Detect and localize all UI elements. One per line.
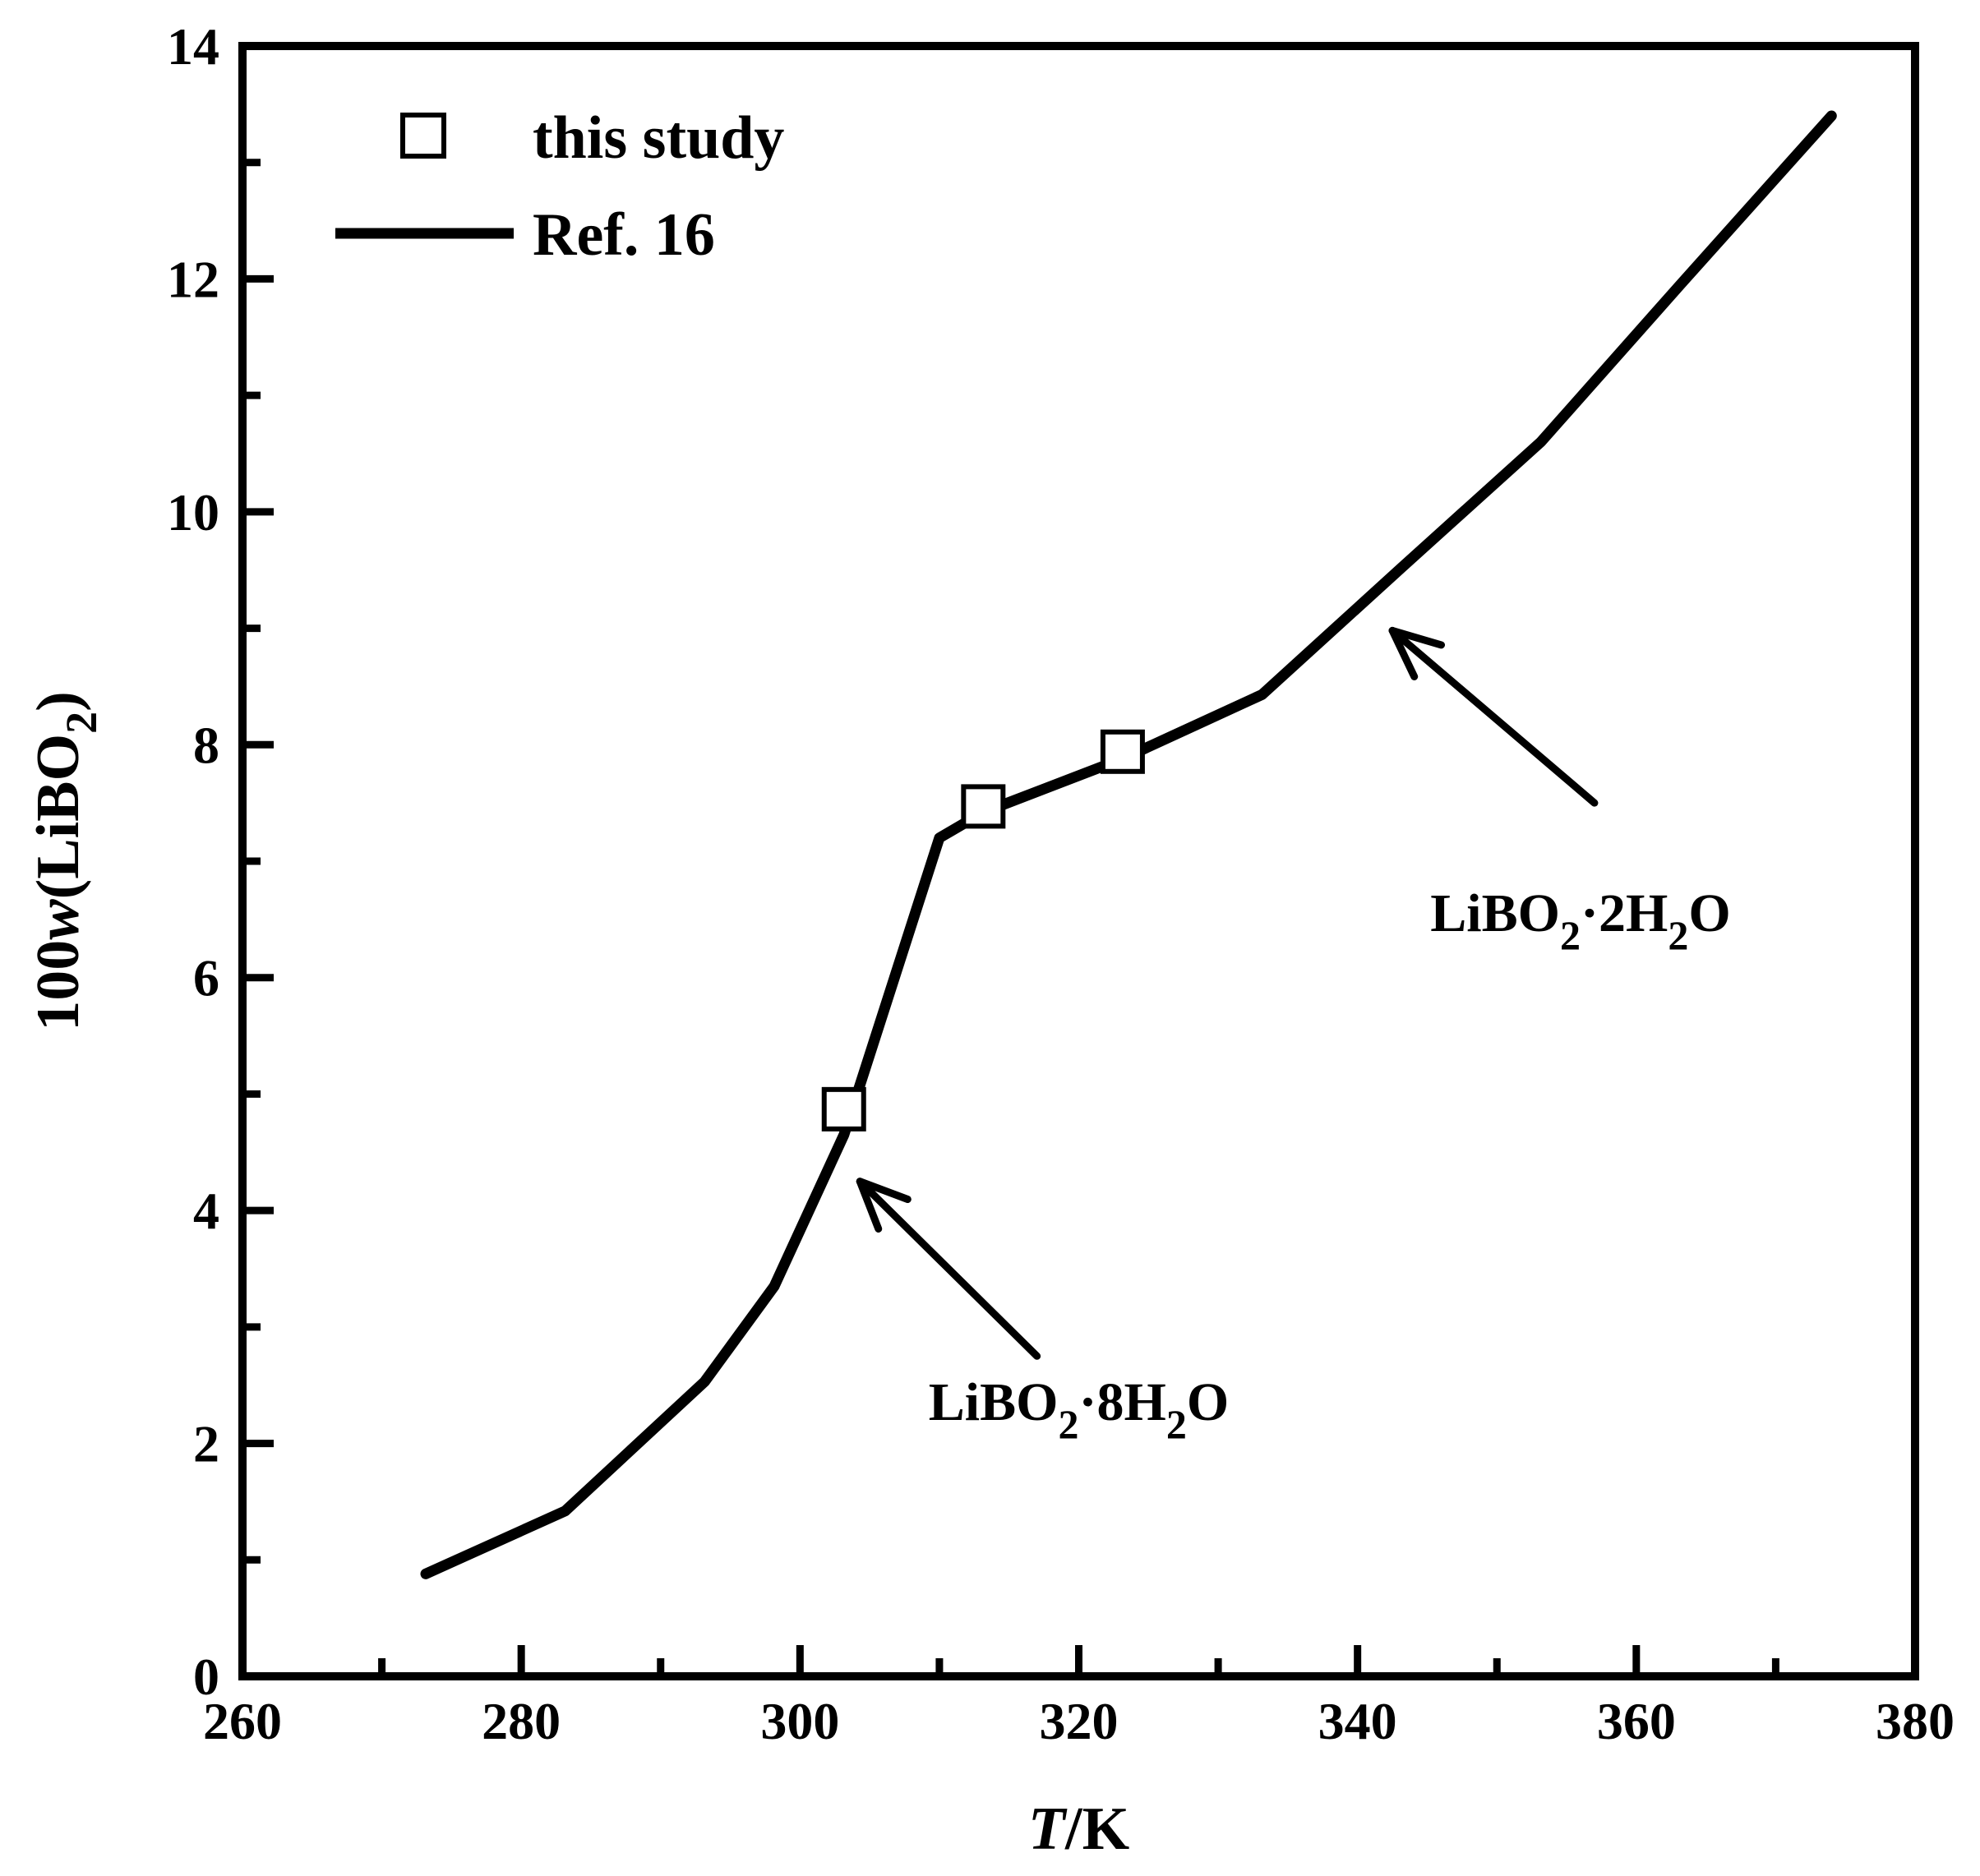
x-tick-label: 340 xyxy=(1318,1692,1397,1750)
annotation-label: LiBO2·2H2O xyxy=(1430,883,1730,958)
annotation-arrow xyxy=(1388,626,1599,807)
this-study-point xyxy=(821,1086,866,1132)
y-tick-label: 4 xyxy=(193,1182,219,1240)
y-tick-label: 6 xyxy=(193,949,219,1007)
y-tick-label: 0 xyxy=(193,1648,219,1706)
x-tick-label: 360 xyxy=(1597,1692,1676,1750)
legend-label-this-study: this study xyxy=(533,104,784,172)
this-study-point xyxy=(961,784,1006,829)
legend-square-marker xyxy=(400,113,446,159)
y-tick-label: 10 xyxy=(167,483,219,542)
y-tick-label: 12 xyxy=(167,250,219,308)
annotation-arrow-head xyxy=(856,1178,883,1233)
x-tick-label: 380 xyxy=(1876,1692,1955,1750)
y-tick-label: 14 xyxy=(167,17,219,76)
x-tick-label: 280 xyxy=(482,1692,561,1750)
x-tick-label: 300 xyxy=(760,1692,839,1750)
x-tick-label: 320 xyxy=(1040,1692,1119,1750)
y-tick-label: 2 xyxy=(193,1415,219,1473)
annotation-label: LiBO2·8H2O xyxy=(929,1372,1229,1447)
this-study-point xyxy=(1100,729,1145,774)
y-tick-label: 8 xyxy=(193,716,219,774)
ref-16-line xyxy=(420,110,1837,1579)
annotation-arrow xyxy=(856,1178,1041,1360)
annotation-arrow-head xyxy=(856,1178,912,1203)
annotation-arrow-head xyxy=(1388,626,1446,649)
x-axis-title: T/K xyxy=(1028,1795,1129,1863)
legend-label-ref-16: Ref. 16 xyxy=(533,201,715,269)
x-tick-label: 260 xyxy=(203,1692,282,1750)
y-axis-title: 100w(LiBO2) xyxy=(25,691,106,1031)
annotation-arrow-head xyxy=(1388,626,1419,680)
